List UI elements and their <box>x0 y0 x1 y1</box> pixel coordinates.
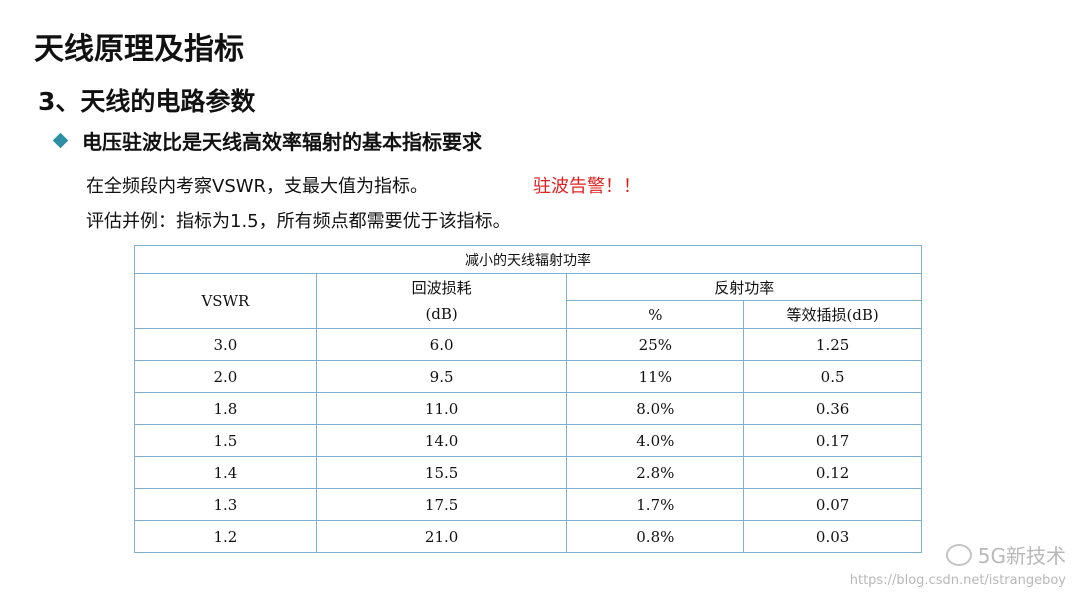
header-reflected-power: 反射功率 <box>566 273 922 301</box>
wechat-icon <box>945 543 972 566</box>
header-return-loss: 回波损耗 (dB) <box>315 273 568 329</box>
cell-return-loss: 17.5 <box>315 488 568 521</box>
table-row: 2.0 9.5 11% 0.5 <box>134 360 922 393</box>
body-line-2: 评估并例：指标为1.5，所有频点都需要优于该指标。 <box>86 211 511 232</box>
cell-vswr: 1.2 <box>134 520 317 553</box>
cell-vswr: 1.8 <box>134 392 317 425</box>
table-row: 1.2 21.0 0.8% 0.03 <box>134 520 922 553</box>
watermark-brand-row: 5G新技术 <box>850 540 1066 569</box>
cell-return-loss: 14.0 <box>315 424 568 457</box>
cell-percent: 1.7% <box>566 488 745 521</box>
header-percent: % <box>566 300 745 329</box>
cell-return-loss: 9.5 <box>315 360 568 393</box>
cell-vswr: 2.0 <box>134 360 317 393</box>
cell-insertion-loss: 0.17 <box>743 424 922 457</box>
warning-text: 驻波告警！！ <box>533 176 641 197</box>
diamond-bullet-icon <box>52 132 69 149</box>
cell-insertion-loss: 0.12 <box>743 456 922 489</box>
cell-percent: 25% <box>566 328 745 361</box>
cell-insertion-loss: 0.36 <box>743 392 922 425</box>
cell-vswr: 1.5 <box>134 424 317 457</box>
cell-percent: 11% <box>566 360 745 393</box>
cell-return-loss: 11.0 <box>315 392 568 425</box>
cell-vswr: 1.4 <box>134 456 317 489</box>
section-title: 3、天线的电路参数 <box>38 87 256 116</box>
cell-insertion-loss: 0.5 <box>743 360 922 393</box>
cell-return-loss: 6.0 <box>315 328 568 361</box>
table-row: 1.4 15.5 2.8% 0.12 <box>134 456 922 489</box>
cell-percent: 0.8% <box>566 520 745 553</box>
cell-vswr: 1.3 <box>134 488 317 521</box>
table-row: 3.0 6.0 25% 1.25 <box>134 328 922 361</box>
table-row: 1.5 14.0 4.0% 0.17 <box>134 424 922 457</box>
bullet-text: 电压驻波比是天线高效率辐射的基本指标要求 <box>82 130 482 154</box>
bullet-point: 电压驻波比是天线高效率辐射的基本指标要求 <box>52 126 482 155</box>
header-return-loss-unit: (dB) <box>425 305 458 323</box>
cell-return-loss: 15.5 <box>315 456 568 489</box>
cell-insertion-loss: 0.07 <box>743 488 922 521</box>
cell-insertion-loss: 1.25 <box>743 328 922 361</box>
vswr-table: 减小的天线辐射功率 VSWR 回波损耗 (dB) 反射功率 % 等效插损(dB)… <box>134 245 922 553</box>
page-title: 天线原理及指标 <box>34 32 244 67</box>
cell-return-loss: 21.0 <box>315 520 568 553</box>
header-insertion-loss: 等效插损(dB) <box>743 300 922 329</box>
watermark-url: https://blog.csdn.net/istrangeboy <box>849 573 1066 588</box>
table-row: 1.3 17.5 1.7% 0.07 <box>134 488 922 521</box>
header-vswr: VSWR <box>134 273 317 329</box>
cell-percent: 4.0% <box>566 424 745 457</box>
cell-percent: 2.8% <box>566 456 745 489</box>
header-return-loss-label: 回波损耗 <box>411 279 472 297</box>
table-row: 1.8 11.0 8.0% 0.36 <box>134 392 922 425</box>
body-line-1: 在全频段内考察VSWR，支最大值为指标。 <box>86 176 429 197</box>
cell-vswr: 3.0 <box>134 328 317 361</box>
cell-insertion-loss: 0.03 <box>743 520 922 553</box>
watermark-brand: 5G新技术 <box>977 544 1066 568</box>
table-caption: 减小的天线辐射功率 <box>134 245 922 274</box>
watermark: 5G新技术 https://blog.csdn.net/istrangeboy <box>850 540 1066 588</box>
cell-percent: 8.0% <box>566 392 745 425</box>
